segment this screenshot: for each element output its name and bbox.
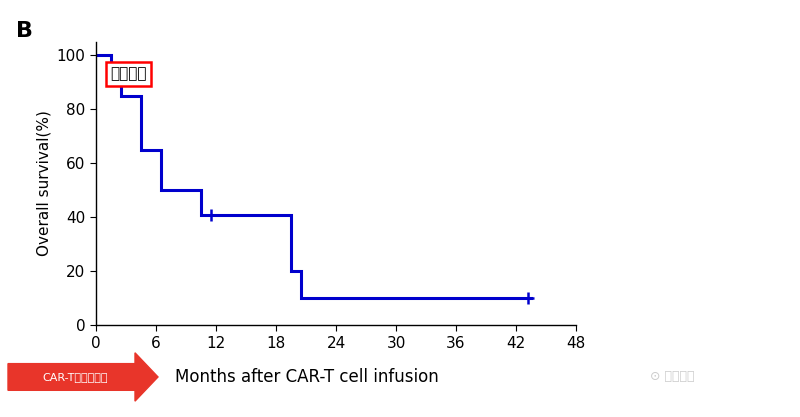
Text: B: B <box>16 21 33 41</box>
Text: ⊙ 无癌家园: ⊙ 无癌家园 <box>650 370 694 384</box>
Text: CAR-T输注后月份: CAR-T输注后月份 <box>42 372 108 382</box>
Y-axis label: Overall survival(%): Overall survival(%) <box>36 111 51 256</box>
FancyArrow shape <box>8 353 158 401</box>
Text: Months after CAR-T cell infusion: Months after CAR-T cell infusion <box>175 368 438 386</box>
Text: 总生存率: 总生存率 <box>110 67 147 82</box>
